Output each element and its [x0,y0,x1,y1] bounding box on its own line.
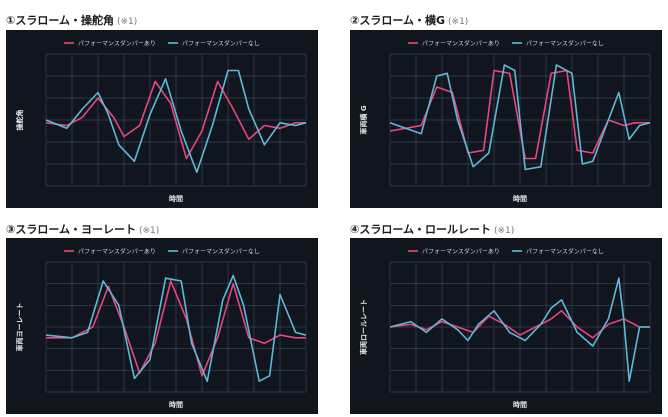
x-axis-label: 時間 [513,194,527,203]
series-line-1 [45,80,306,160]
series-line-2 [389,277,650,382]
legend-label-2: パフォーマンスダンパーなし [526,248,604,256]
legend: パフォーマンスダンパーあり パフォーマンスダンパーなし [408,40,604,48]
legend: パフォーマンスダンパーあり パフォーマンスダンパーなし [408,248,604,256]
series-line-1 [46,280,306,377]
chart-title-1: ①スラローム・操舵角 (※1) [6,14,138,27]
legend-label-1: パフォーマンスダンパーあり [422,248,500,256]
legend: パフォーマンスダンパーあり パフォーマンスダンパーなし [64,40,260,48]
legend-label-1: パフォーマンスダンパーあり [78,40,156,48]
y-axis-label: 操舵角 [15,110,24,131]
series-line-2 [45,69,307,174]
legend-label-2: パフォーマンスダンパーなし [182,40,260,48]
chart-panel-1: パフォーマンスダンパーあり パフォーマンスダンパーなし時間 操舵角 [6,30,318,208]
chart-panel-3: パフォーマンスダンパーあり パフォーマンスダンパーなし時間 車両ヨーレート [6,238,318,414]
legend-label-1: パフォーマンスダンパーあり [78,248,156,256]
legend-label-1: パフォーマンスダンパーあり [422,40,500,48]
x-axis-label: 時間 [169,194,183,203]
grid [389,261,651,393]
y-axis-label: 車両横 G [359,105,368,134]
chart-panel-2: パフォーマンスダンパーあり パフォーマンスダンパーなし時間 車両横 G [350,30,662,208]
y-axis-label: 車両ロールレート [359,299,368,355]
chart-title-2: ②スラローム・横G (※1) [350,14,469,27]
chart-title-4: ④スラローム・ロールレート (※1) [350,223,515,236]
series-line-2 [45,274,307,382]
grid [45,53,307,187]
legend: パフォーマンスダンパーあり パフォーマンスダンパーなし [64,248,260,256]
x-axis-label: 時間 [169,400,183,409]
chart-title-3: ③スラローム・ヨーレート (※1) [6,223,160,236]
x-axis-label: 時間 [513,400,527,409]
legend-label-2: パフォーマンスダンパーなし [526,40,604,48]
grid [45,261,307,393]
chart-panel-4: パフォーマンスダンパーあり パフォーマンスダンパーなし時間 車両ロールレート [350,238,662,414]
y-axis-label: 車両ヨーレート [15,303,24,352]
series-line-2 [389,64,651,171]
legend-label-2: パフォーマンスダンパーなし [182,248,260,256]
series-line-1 [389,310,650,339]
